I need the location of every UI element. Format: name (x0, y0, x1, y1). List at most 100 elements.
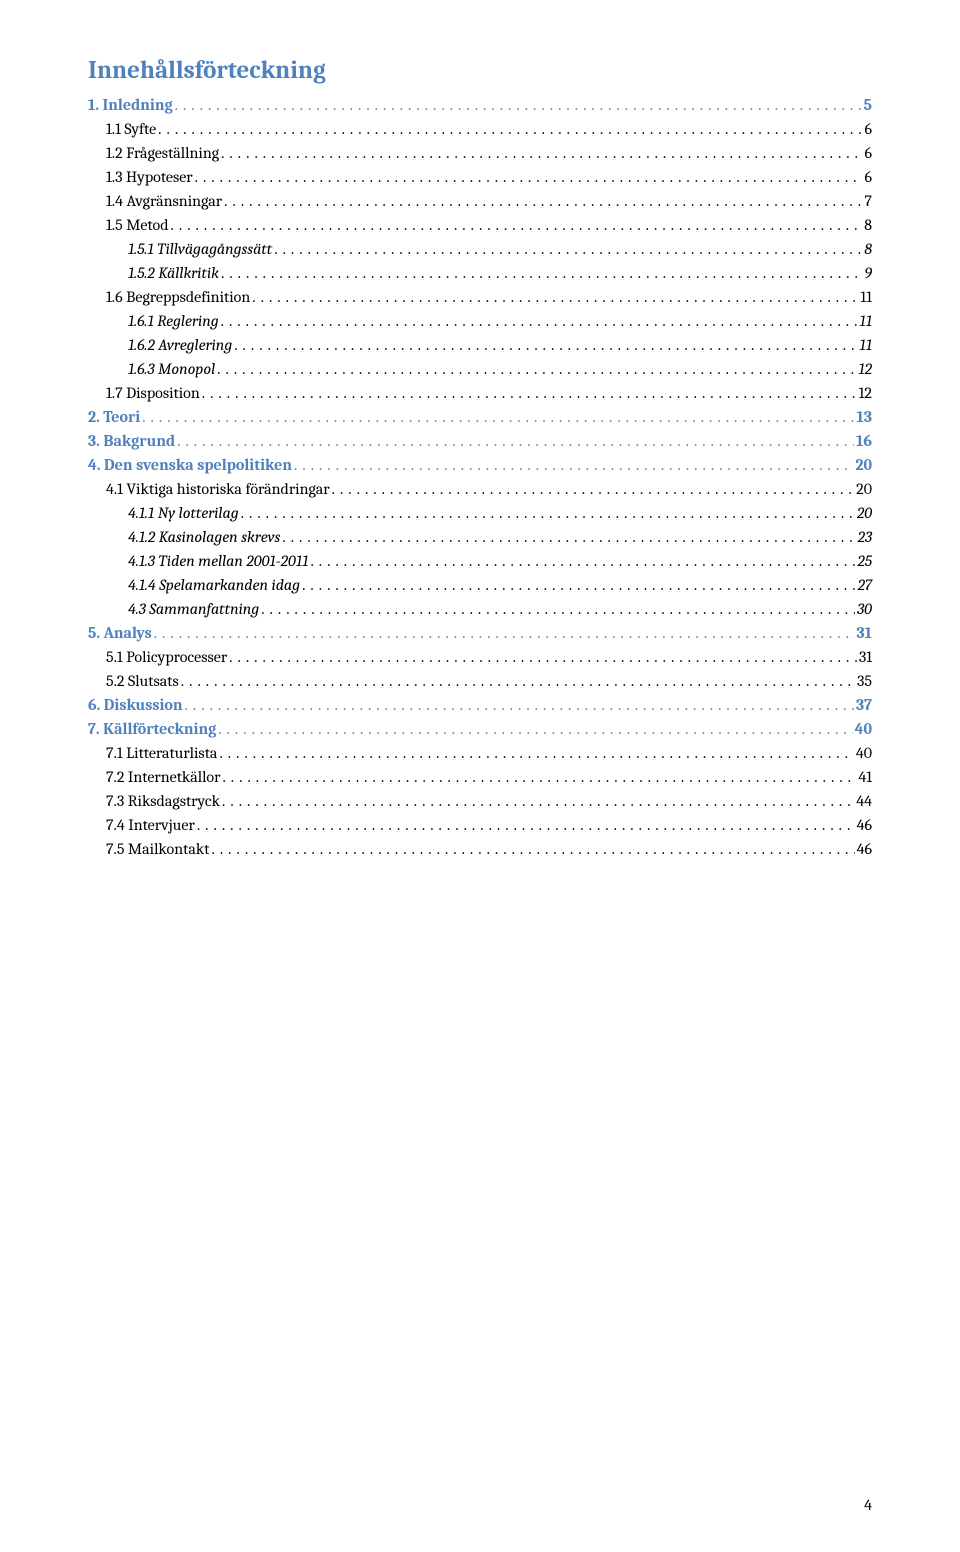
toc-entry-page: 37 (856, 693, 872, 717)
toc-entry[interactable]: 7.3 Riksdagstryck . . . . . . . . . . . … (106, 789, 872, 813)
toc-leader-dots: . . . . . . . . . . . . . . . . . . . . … (185, 693, 854, 717)
toc-entry-label: 4.1.3 Tiden mellan 2001-2011 (128, 549, 308, 573)
toc-entry[interactable]: 1.1 Syfte . . . . . . . . . . . . . . . … (106, 117, 872, 141)
toc-entry[interactable]: 6. Diskussion . . . . . . . . . . . . . … (88, 693, 872, 717)
toc-entry-label: 1.5.2 Källkritik (128, 261, 219, 285)
toc-entry[interactable]: 1.6.3 Monopol . . . . . . . . . . . . . … (128, 357, 872, 381)
toc-leader-dots: . . . . . . . . . . . . . . . . . . . . … (234, 333, 857, 357)
toc-entry[interactable]: 5.1 Policyprocesser . . . . . . . . . . … (106, 645, 872, 669)
toc-leader-dots: . . . . . . . . . . . . . . . . . . . . … (222, 789, 854, 813)
toc-leader-dots: . . . . . . . . . . . . . . . . . . . . … (221, 309, 858, 333)
toc-entry-page: 41 (858, 765, 872, 789)
document-page: Innehållsförteckning 1. Inledning . . . … (0, 0, 960, 1552)
toc-leader-dots: . . . . . . . . . . . . . . . . . . . . … (212, 837, 855, 861)
toc-entry-label: 1.3 Hypoteser (106, 165, 193, 189)
toc-entry[interactable]: 4.1.1 Ny lotterilag . . . . . . . . . . … (128, 501, 872, 525)
toc-entry[interactable]: 5. Analys . . . . . . . . . . . . . . . … (88, 621, 872, 645)
toc-entry-page: 5 (864, 93, 872, 117)
toc-entry-page: 23 (858, 525, 872, 549)
toc-entry-page: 11 (859, 309, 872, 333)
toc-entry[interactable]: 4. Den svenska spelpolitiken . . . . . .… (88, 453, 872, 477)
toc-leader-dots: . . . . . . . . . . . . . . . . . . . . … (261, 597, 855, 621)
toc-entry[interactable]: 1.5 Metod . . . . . . . . . . . . . . . … (106, 213, 872, 237)
toc-entry-page: 46 (857, 813, 872, 837)
toc-leader-dots: . . . . . . . . . . . . . . . . . . . . … (241, 501, 855, 525)
toc-entry-label: 1.2 Frågeställning (106, 141, 219, 165)
toc-entry[interactable]: 1.2 Frågeställning . . . . . . . . . . .… (106, 141, 872, 165)
toc-entry[interactable]: 4.1.3 Tiden mellan 2001-2011 . . . . . .… (128, 549, 872, 573)
toc-entry-label: 6. Diskussion (88, 693, 183, 717)
toc-entry[interactable]: 1. Inledning . . . . . . . . . . . . . .… (88, 93, 872, 117)
toc-entry[interactable]: 4.3 Sammanfattning . . . . . . . . . . .… (128, 597, 872, 621)
toc-entry-page: 6 (864, 141, 872, 165)
toc-entry-label: 3. Bakgrund (88, 429, 175, 453)
toc-entry-page: 12 (858, 357, 872, 381)
toc-entry-page: 6 (864, 117, 872, 141)
toc-leader-dots: . . . . . . . . . . . . . . . . . . . . … (202, 381, 857, 405)
toc-entry-page: 25 (857, 549, 872, 573)
toc-entry[interactable]: 7.5 Mailkontakt . . . . . . . . . . . . … (106, 837, 872, 861)
toc-leader-dots: . . . . . . . . . . . . . . . . . . . . … (302, 573, 856, 597)
toc-entry-label: 1.5.1 Tillvägagångssätt (128, 237, 272, 261)
toc-entry[interactable]: 1.5.1 Tillvägagångssätt . . . . . . . . … (128, 237, 872, 261)
toc-entry-label: 7.5 Mailkontakt (106, 837, 210, 861)
toc-entry-page: 40 (856, 741, 872, 765)
toc-entry-page: 40 (855, 717, 872, 741)
toc-entry-label: 7.1 Litteraturlista (106, 741, 217, 765)
toc-leader-dots: . . . . . . . . . . . . . . . . . . . . … (158, 117, 862, 141)
toc-leader-dots: . . . . . . . . . . . . . . . . . . . . … (181, 669, 855, 693)
toc-entry[interactable]: 1.3 Hypoteser . . . . . . . . . . . . . … (106, 165, 872, 189)
toc-entry[interactable]: 7.1 Litteraturlista . . . . . . . . . . … (106, 741, 872, 765)
toc-entry-label: 4. Den svenska spelpolitiken (88, 453, 292, 477)
toc-entry-page: 9 (865, 261, 872, 285)
toc-leader-dots: . . . . . . . . . . . . . . . . . . . . … (197, 813, 855, 837)
toc-entry-label: 5.1 Policyprocesser (106, 645, 227, 669)
toc-entry-label: 1.6 Begreppsdefinition (106, 285, 250, 309)
toc-entry-label: 4.1.1 Ny lotterilag (128, 501, 239, 525)
toc-entry-label: 1.1 Syfte (106, 117, 156, 141)
toc-entry-label: 1.4 Avgränsningar (106, 189, 222, 213)
toc-entry-page: 8 (864, 237, 872, 261)
toc-leader-dots: . . . . . . . . . . . . . . . . . . . . … (221, 261, 863, 285)
toc-entry[interactable]: 1.6.2 Avreglering . . . . . . . . . . . … (128, 333, 872, 357)
toc-entry-page: 11 (859, 333, 872, 357)
toc-leader-dots: . . . . . . . . . . . . . . . . . . . . … (219, 741, 853, 765)
toc-entry-page: 35 (857, 669, 872, 693)
toc-entry[interactable]: 7. Källförteckning . . . . . . . . . . .… (88, 717, 872, 741)
toc-entry[interactable]: 7.4 Intervjuer . . . . . . . . . . . . .… (106, 813, 872, 837)
toc-leader-dots: . . . . . . . . . . . . . . . . . . . . … (177, 429, 854, 453)
toc-entry[interactable]: 4.1.4 Spelamarkanden idag . . . . . . . … (128, 573, 872, 597)
toc-entry-page: 31 (859, 645, 872, 669)
toc-entry-page: 20 (856, 477, 872, 501)
toc-leader-dots: . . . . . . . . . . . . . . . . . . . . … (282, 525, 855, 549)
toc-entry-label: 1.6.1 Reglering (128, 309, 219, 333)
toc-entry-label: 2. Teori (88, 405, 140, 429)
toc-entry[interactable]: 7.2 Internetkällor . . . . . . . . . . .… (106, 765, 872, 789)
toc-entry[interactable]: 5.2 Slutsats . . . . . . . . . . . . . .… (106, 669, 872, 693)
toc-entry-page: 31 (857, 621, 872, 645)
toc-entry-label: 1. Inledning (88, 93, 173, 117)
toc-entry[interactable]: 1.6.1 Reglering . . . . . . . . . . . . … (128, 309, 872, 333)
toc-entry-label: 5. Analys (88, 621, 152, 645)
toc-entry-page: 20 (855, 453, 872, 477)
toc-entry-label: 4.1.2 Kasinolagen skrevs (128, 525, 280, 549)
toc-leader-dots: . . . . . . . . . . . . . . . . . . . . … (154, 621, 855, 645)
toc-entry-label: 1.7 Disposition (106, 381, 200, 405)
toc-leader-dots: . . . . . . . . . . . . . . . . . . . . … (171, 213, 863, 237)
toc-entry-label: 1.6.3 Monopol (128, 357, 215, 381)
toc-entry-page: 12 (859, 381, 872, 405)
toc-entry[interactable]: 2. Teori . . . . . . . . . . . . . . . .… (88, 405, 872, 429)
toc-entry-label: 7.3 Riksdagstryck (106, 789, 220, 813)
toc-entry-page: 27 (858, 573, 872, 597)
toc-entry[interactable]: 1.6 Begreppsdefinition . . . . . . . . .… (106, 285, 872, 309)
toc-entry[interactable]: 1.7 Disposition . . . . . . . . . . . . … (106, 381, 872, 405)
toc-entry[interactable]: 1.4 Avgränsningar . . . . . . . . . . . … (106, 189, 872, 213)
page-number: 4 (864, 1496, 872, 1514)
toc-entry[interactable]: 4.1.2 Kasinolagen skrevs . . . . . . . .… (128, 525, 872, 549)
toc-entry[interactable]: 3. Bakgrund . . . . . . . . . . . . . . … (88, 429, 872, 453)
page-title: Innehållsförteckning (88, 56, 872, 85)
toc-entry[interactable]: 4.1 Viktiga historiska förändringar . . … (106, 477, 872, 501)
toc-entry-label: 4.1 Viktiga historiska förändringar (106, 477, 330, 501)
toc-entry[interactable]: 1.5.2 Källkritik . . . . . . . . . . . .… (128, 261, 872, 285)
toc-entry-page: 8 (864, 213, 872, 237)
